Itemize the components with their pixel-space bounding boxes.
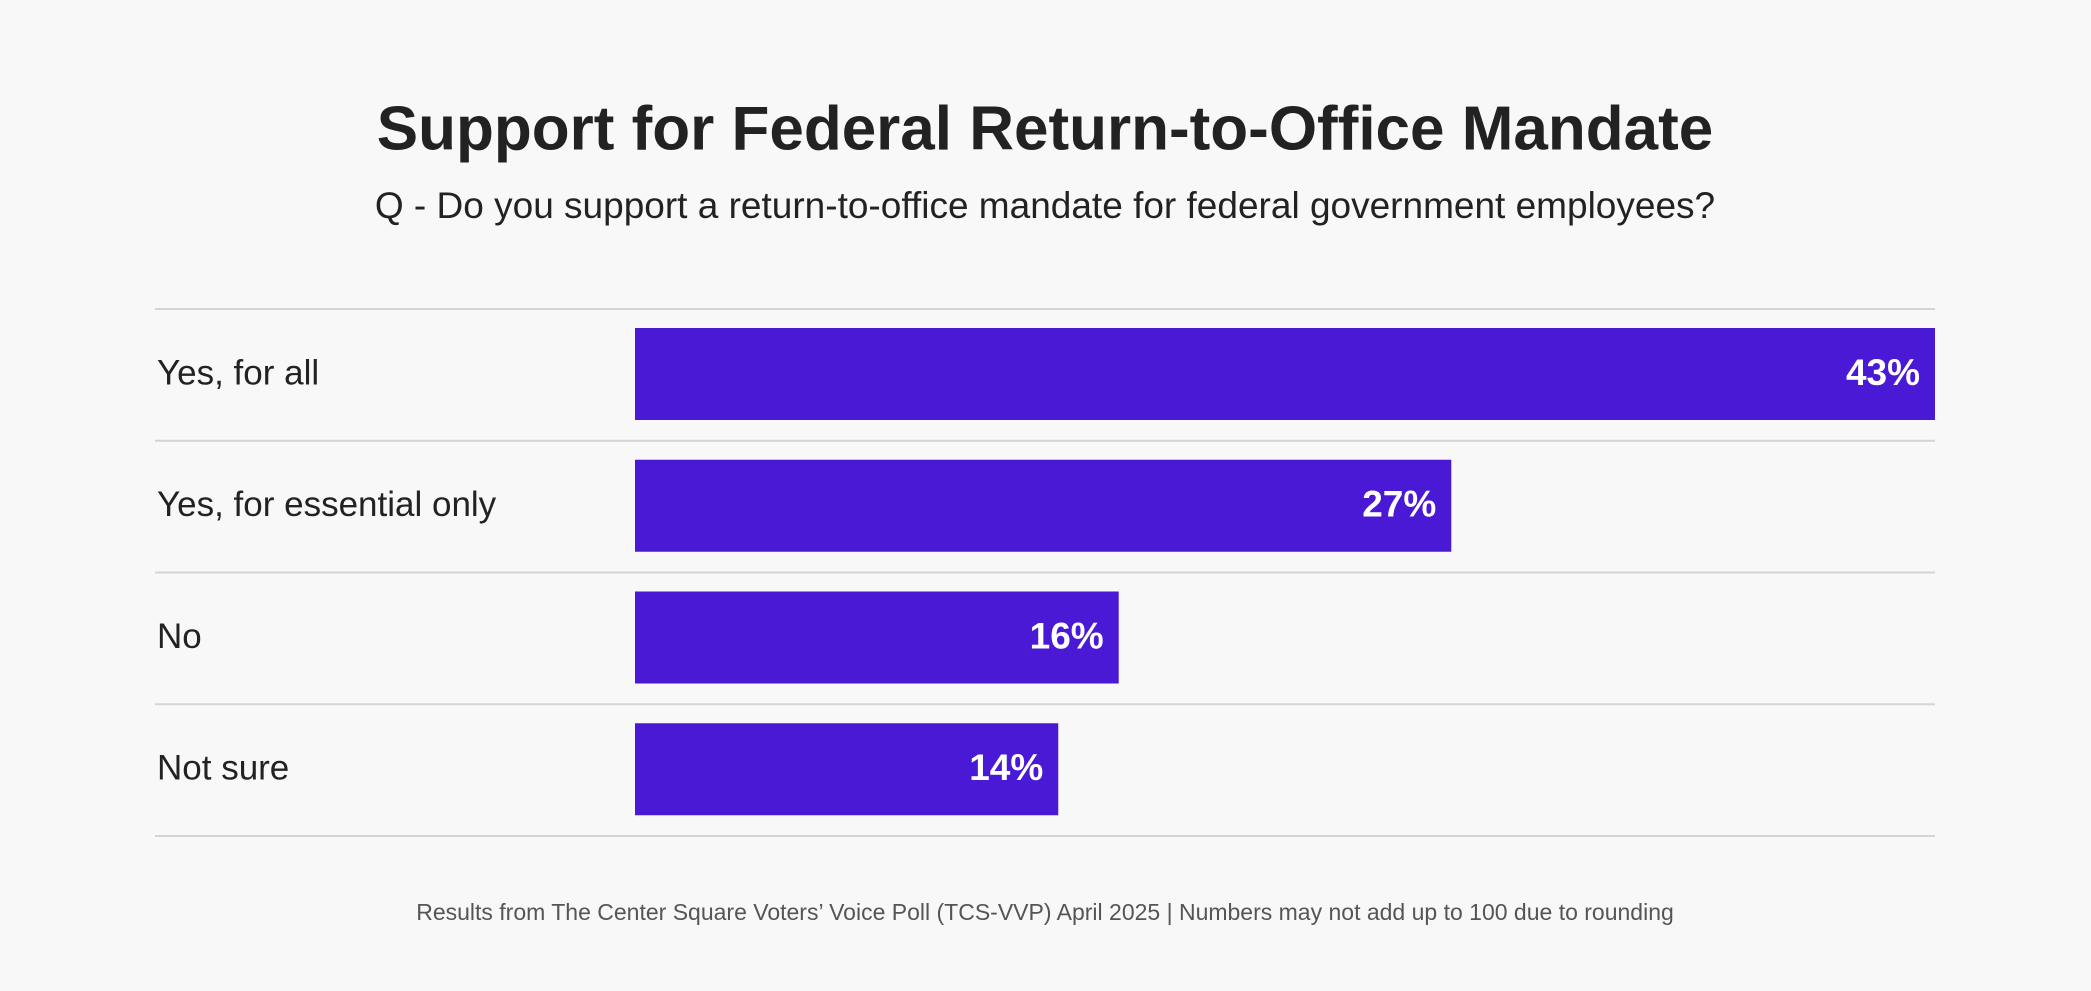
category-label: No	[157, 617, 202, 656]
category-label: Yes, for all	[157, 353, 319, 392]
chart-subtitle: Q - Do you support a return-to-office ma…	[375, 185, 1715, 226]
bar	[635, 723, 1059, 816]
chart-title: Support for Federal Return-to-Office Man…	[377, 94, 1713, 163]
bar	[635, 459, 1452, 552]
footnote: Results from The Center Square Voters’ V…	[416, 899, 1674, 925]
value-label: 14%	[969, 747, 1043, 788]
category-label: Yes, for essential only	[157, 485, 497, 524]
category-label: Not sure	[157, 749, 289, 788]
value-label: 43%	[1846, 352, 1920, 393]
value-label: 16%	[1030, 615, 1104, 656]
value-label: 27%	[1362, 484, 1436, 525]
bar	[635, 591, 1119, 684]
bar	[635, 328, 1935, 420]
